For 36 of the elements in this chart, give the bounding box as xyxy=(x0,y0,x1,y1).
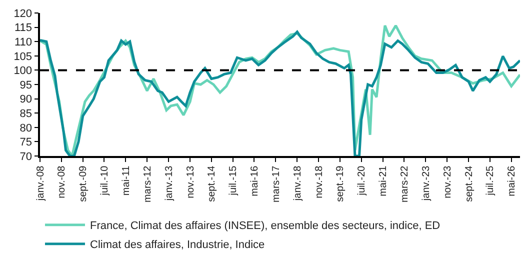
x-tick-label: nov.-08 xyxy=(56,165,68,198)
x-tick-label: sept.-24 xyxy=(464,165,475,202)
y-tick-label: 70 xyxy=(20,150,32,163)
y-tick-label: 85 xyxy=(20,108,32,120)
x-tick-label: mai-16 xyxy=(249,165,260,196)
x-tick-label: mars-12 xyxy=(142,165,154,202)
x-tick-label: janv.-23 xyxy=(420,165,432,202)
x-tick-label: juil.-10 xyxy=(99,165,110,196)
y-tick-label: 90 xyxy=(20,94,32,106)
x-tick-label: sept.-19 xyxy=(335,165,346,202)
legend-label: Climat des affaires, Industrie, Indice xyxy=(90,239,265,252)
x-tick-label: juil.-25 xyxy=(485,165,496,196)
y-tick-label: 100 xyxy=(14,65,32,78)
x-tick-label: nov.-23 xyxy=(442,165,454,198)
x-tick-label: nov.-18 xyxy=(314,165,325,198)
legend-label: France, Climat des affaires (INSEE), ensemble des secteurs, indice, ED xyxy=(90,220,440,232)
x-tick-label: nov.-13 xyxy=(185,165,196,198)
x-tick-label: juil.-15 xyxy=(228,165,240,196)
x-tick-label: janv.-13 xyxy=(164,165,175,202)
x-tick-label: sept.-09 xyxy=(78,165,90,202)
y-tick-label: 80 xyxy=(20,122,32,134)
y-tick-label: 75 xyxy=(20,136,32,149)
x-tick-label: janv.-18 xyxy=(292,165,304,202)
x-tick-label: mars-22 xyxy=(399,165,410,202)
y-tick-label: 95 xyxy=(20,79,32,92)
x-tick-label: janv.-08 xyxy=(35,165,46,202)
x-tick-label: mai-26 xyxy=(506,165,518,196)
y-tick-label: 110 xyxy=(14,36,32,48)
x-tick-label: mars-17 xyxy=(270,165,282,202)
y-tick-label: 105 xyxy=(14,50,32,63)
x-tick-label: sept.-14 xyxy=(206,165,218,202)
x-tick-label: mai-21 xyxy=(378,165,390,196)
x-tick-label: mai-11 xyxy=(120,165,132,196)
y-tick-label: 120 xyxy=(14,8,32,20)
y-tick-label: 115 xyxy=(14,22,32,34)
x-tick-label: juil.-20 xyxy=(356,165,368,196)
